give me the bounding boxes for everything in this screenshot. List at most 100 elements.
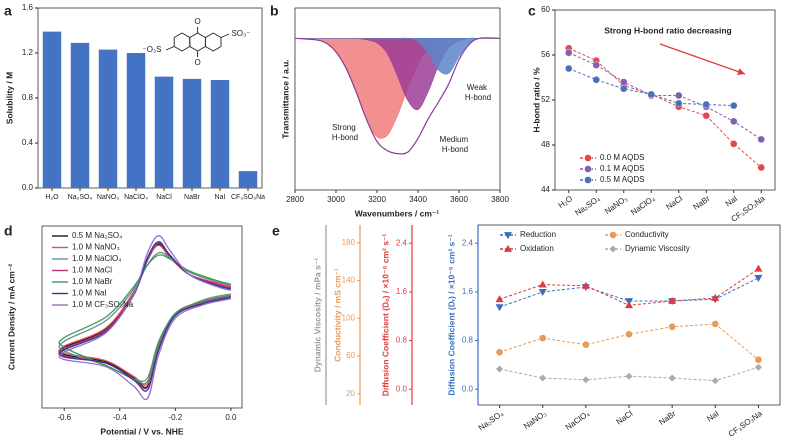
x-axis-title: Wavenumbers / cm⁻¹ [355, 208, 440, 218]
legend-label: 1.0 M NaClO₄ [72, 254, 122, 263]
legend-label: Dynamic Viscosity [625, 244, 690, 253]
legend-label: Reduction [520, 230, 556, 239]
y-tick-label: 0.4 [22, 138, 34, 147]
y-tick-label: 140 [342, 276, 356, 285]
marker [620, 85, 628, 93]
legend-label: 1.0 M NaI [72, 289, 107, 298]
y-tick-label: 1.6 [462, 287, 474, 296]
y-axis-title: Conductivity / mS cm⁻¹ [332, 268, 342, 362]
x-tick-label: NaClO₄ [564, 409, 592, 432]
marker [668, 296, 677, 304]
y-tick-label: 0.0 [22, 183, 34, 192]
panel-label: d [4, 223, 13, 239]
marker [730, 101, 738, 110]
series-line [568, 47, 762, 168]
marker [592, 61, 600, 69]
marker [539, 334, 547, 342]
legend-label: 0.5 M AQDS [600, 175, 644, 184]
x-tick-label: NaI [705, 409, 720, 424]
x-tick-label: NaI [215, 194, 226, 201]
panel-label: a [4, 3, 12, 19]
marker [711, 320, 719, 328]
legend-label: 1.0 M NaCl [72, 266, 112, 275]
x-tick-label: NaBr [184, 194, 201, 201]
legend-label: 0.5 M Na₂SO₄ [72, 231, 122, 240]
marker [757, 135, 765, 144]
x-tick-label: 2800 [286, 195, 304, 204]
marker [495, 295, 504, 303]
marker [592, 76, 600, 84]
marker [754, 356, 763, 364]
y-tick-label: 0.0 [396, 384, 408, 393]
marker [757, 163, 765, 172]
x-tick-label: NaCl [156, 194, 172, 201]
y-tick-label: 1.6 [396, 287, 408, 296]
marker [504, 232, 512, 240]
x-tick-label: H₂O [45, 194, 59, 201]
band-label: Strong H-bond [332, 123, 358, 142]
marker [609, 245, 617, 253]
label-line: H-bond [442, 145, 468, 154]
x-tick-label: NaCl [664, 194, 684, 212]
marker [754, 275, 763, 283]
y-tick-label: 2.4 [462, 238, 474, 247]
x-tick-label: NaNO₃ [522, 409, 548, 431]
band-area [294, 37, 501, 75]
series-line [58, 241, 232, 392]
marker [581, 281, 590, 289]
series-line [58, 254, 232, 385]
bar [154, 76, 174, 188]
marker [668, 323, 676, 331]
marker [565, 49, 573, 57]
annotation: Strong H-bond ratio decreasing [604, 25, 732, 35]
x-tick-label: NaCl [615, 409, 635, 427]
marker [730, 140, 738, 148]
y-tick-label: 180 [342, 238, 356, 247]
label-line: Weak [467, 83, 490, 92]
y-tick-label: 44 [541, 185, 550, 194]
y-axis-title: Current Density / mA cm⁻² [6, 264, 16, 370]
panel-label: b [270, 3, 279, 19]
bar [98, 49, 118, 188]
legend-label: 1.0 M CF₃SO₃Na [72, 300, 134, 309]
x-tick-label: CF₃SO₃Na [727, 409, 765, 439]
series-line [568, 68, 734, 107]
molecule-label: SO₃⁻ [231, 29, 250, 38]
marker [702, 100, 710, 109]
molecule [165, 27, 230, 57]
legend-label: 0.0 M AQDS [600, 153, 644, 162]
x-tick-label: Na₂SO₄ [68, 194, 93, 201]
x-tick-label: 3400 [409, 195, 427, 204]
y-axis-title: Transmittance / a.u. [280, 59, 290, 138]
x-tick-label: NaClO₄ [124, 194, 148, 201]
bar [42, 31, 62, 188]
y-tick-label: 48 [541, 140, 550, 149]
y-tick-label: 60 [541, 5, 550, 14]
x-tick-label: NaBr [657, 409, 677, 427]
legend-label: Oxidation [520, 244, 554, 253]
molecule-label: O [194, 58, 200, 67]
bond [220, 33, 230, 38]
bar [182, 78, 202, 188]
ring [204, 32, 222, 52]
x-tick-label: -0.4 [113, 413, 127, 422]
x-tick-label: NaNO₃ [97, 194, 119, 201]
label-line: H-bond [332, 133, 358, 142]
label-line: Medium [440, 135, 471, 144]
y-tick-label: 20 [346, 389, 355, 398]
marker [754, 363, 762, 371]
marker [539, 374, 547, 382]
y-tick-label: 2.4 [396, 238, 408, 247]
panel-label: c [528, 3, 536, 19]
marker [584, 165, 592, 173]
x-tick-label: Na₂SO₄ [573, 194, 601, 218]
plot-frame [554, 9, 776, 191]
marker [711, 377, 719, 385]
marker [711, 293, 720, 301]
marker [668, 374, 676, 382]
marker [647, 90, 655, 99]
marker [495, 304, 504, 312]
bar [238, 171, 258, 188]
panel-label: e [272, 223, 280, 239]
